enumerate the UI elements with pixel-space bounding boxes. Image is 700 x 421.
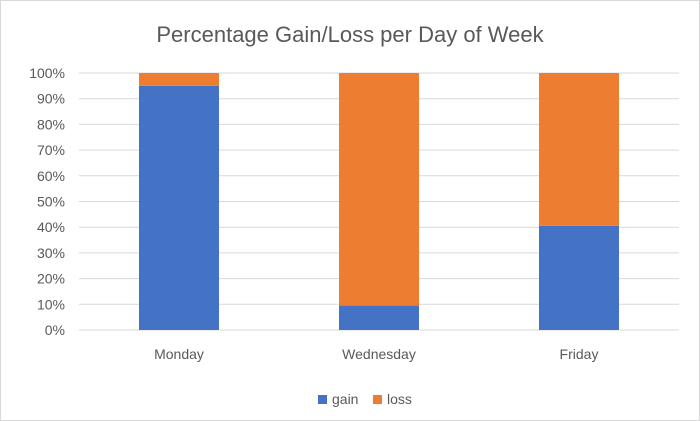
y-tick-label: 10% [37, 296, 65, 312]
y-tick-label: 20% [37, 271, 65, 287]
chart-title: Percentage Gain/Loss per Day of Week [156, 22, 544, 47]
y-tick-label: 60% [37, 168, 65, 184]
y-axis-ticks: 0% 10% 20% 30% 40% 50% 60% 70% 80% 90% 100% [29, 65, 65, 338]
legend-label-gain: gain [332, 391, 358, 407]
bar-gain-wednesday [339, 305, 419, 330]
y-tick-label: 100% [29, 65, 65, 81]
y-tick-label: 70% [37, 142, 65, 158]
bar-loss-monday [139, 73, 219, 86]
y-tick-label: 0% [45, 322, 65, 338]
x-tick-label: Monday [154, 346, 204, 362]
bar-gain-monday [139, 85, 219, 330]
y-tick-label: 40% [37, 219, 65, 235]
legend-swatch-gain [318, 395, 327, 404]
y-tick-label: 30% [37, 245, 65, 261]
y-tick-label: 80% [37, 116, 65, 132]
bar-gain-friday [539, 225, 619, 330]
legend-label-loss: loss [387, 391, 412, 407]
x-axis-ticks: Monday Wednesday Friday [154, 346, 598, 362]
x-tick-label: Friday [560, 346, 599, 362]
bar-layer [139, 73, 619, 330]
y-tick-label: 90% [37, 91, 65, 107]
x-tick-label: Wednesday [342, 346, 416, 362]
legend-swatch-loss [373, 395, 382, 404]
bar-loss-friday [539, 73, 619, 226]
y-tick-label: 50% [37, 194, 65, 210]
bar-loss-wednesday [339, 73, 419, 306]
legend: gain loss [318, 391, 412, 407]
